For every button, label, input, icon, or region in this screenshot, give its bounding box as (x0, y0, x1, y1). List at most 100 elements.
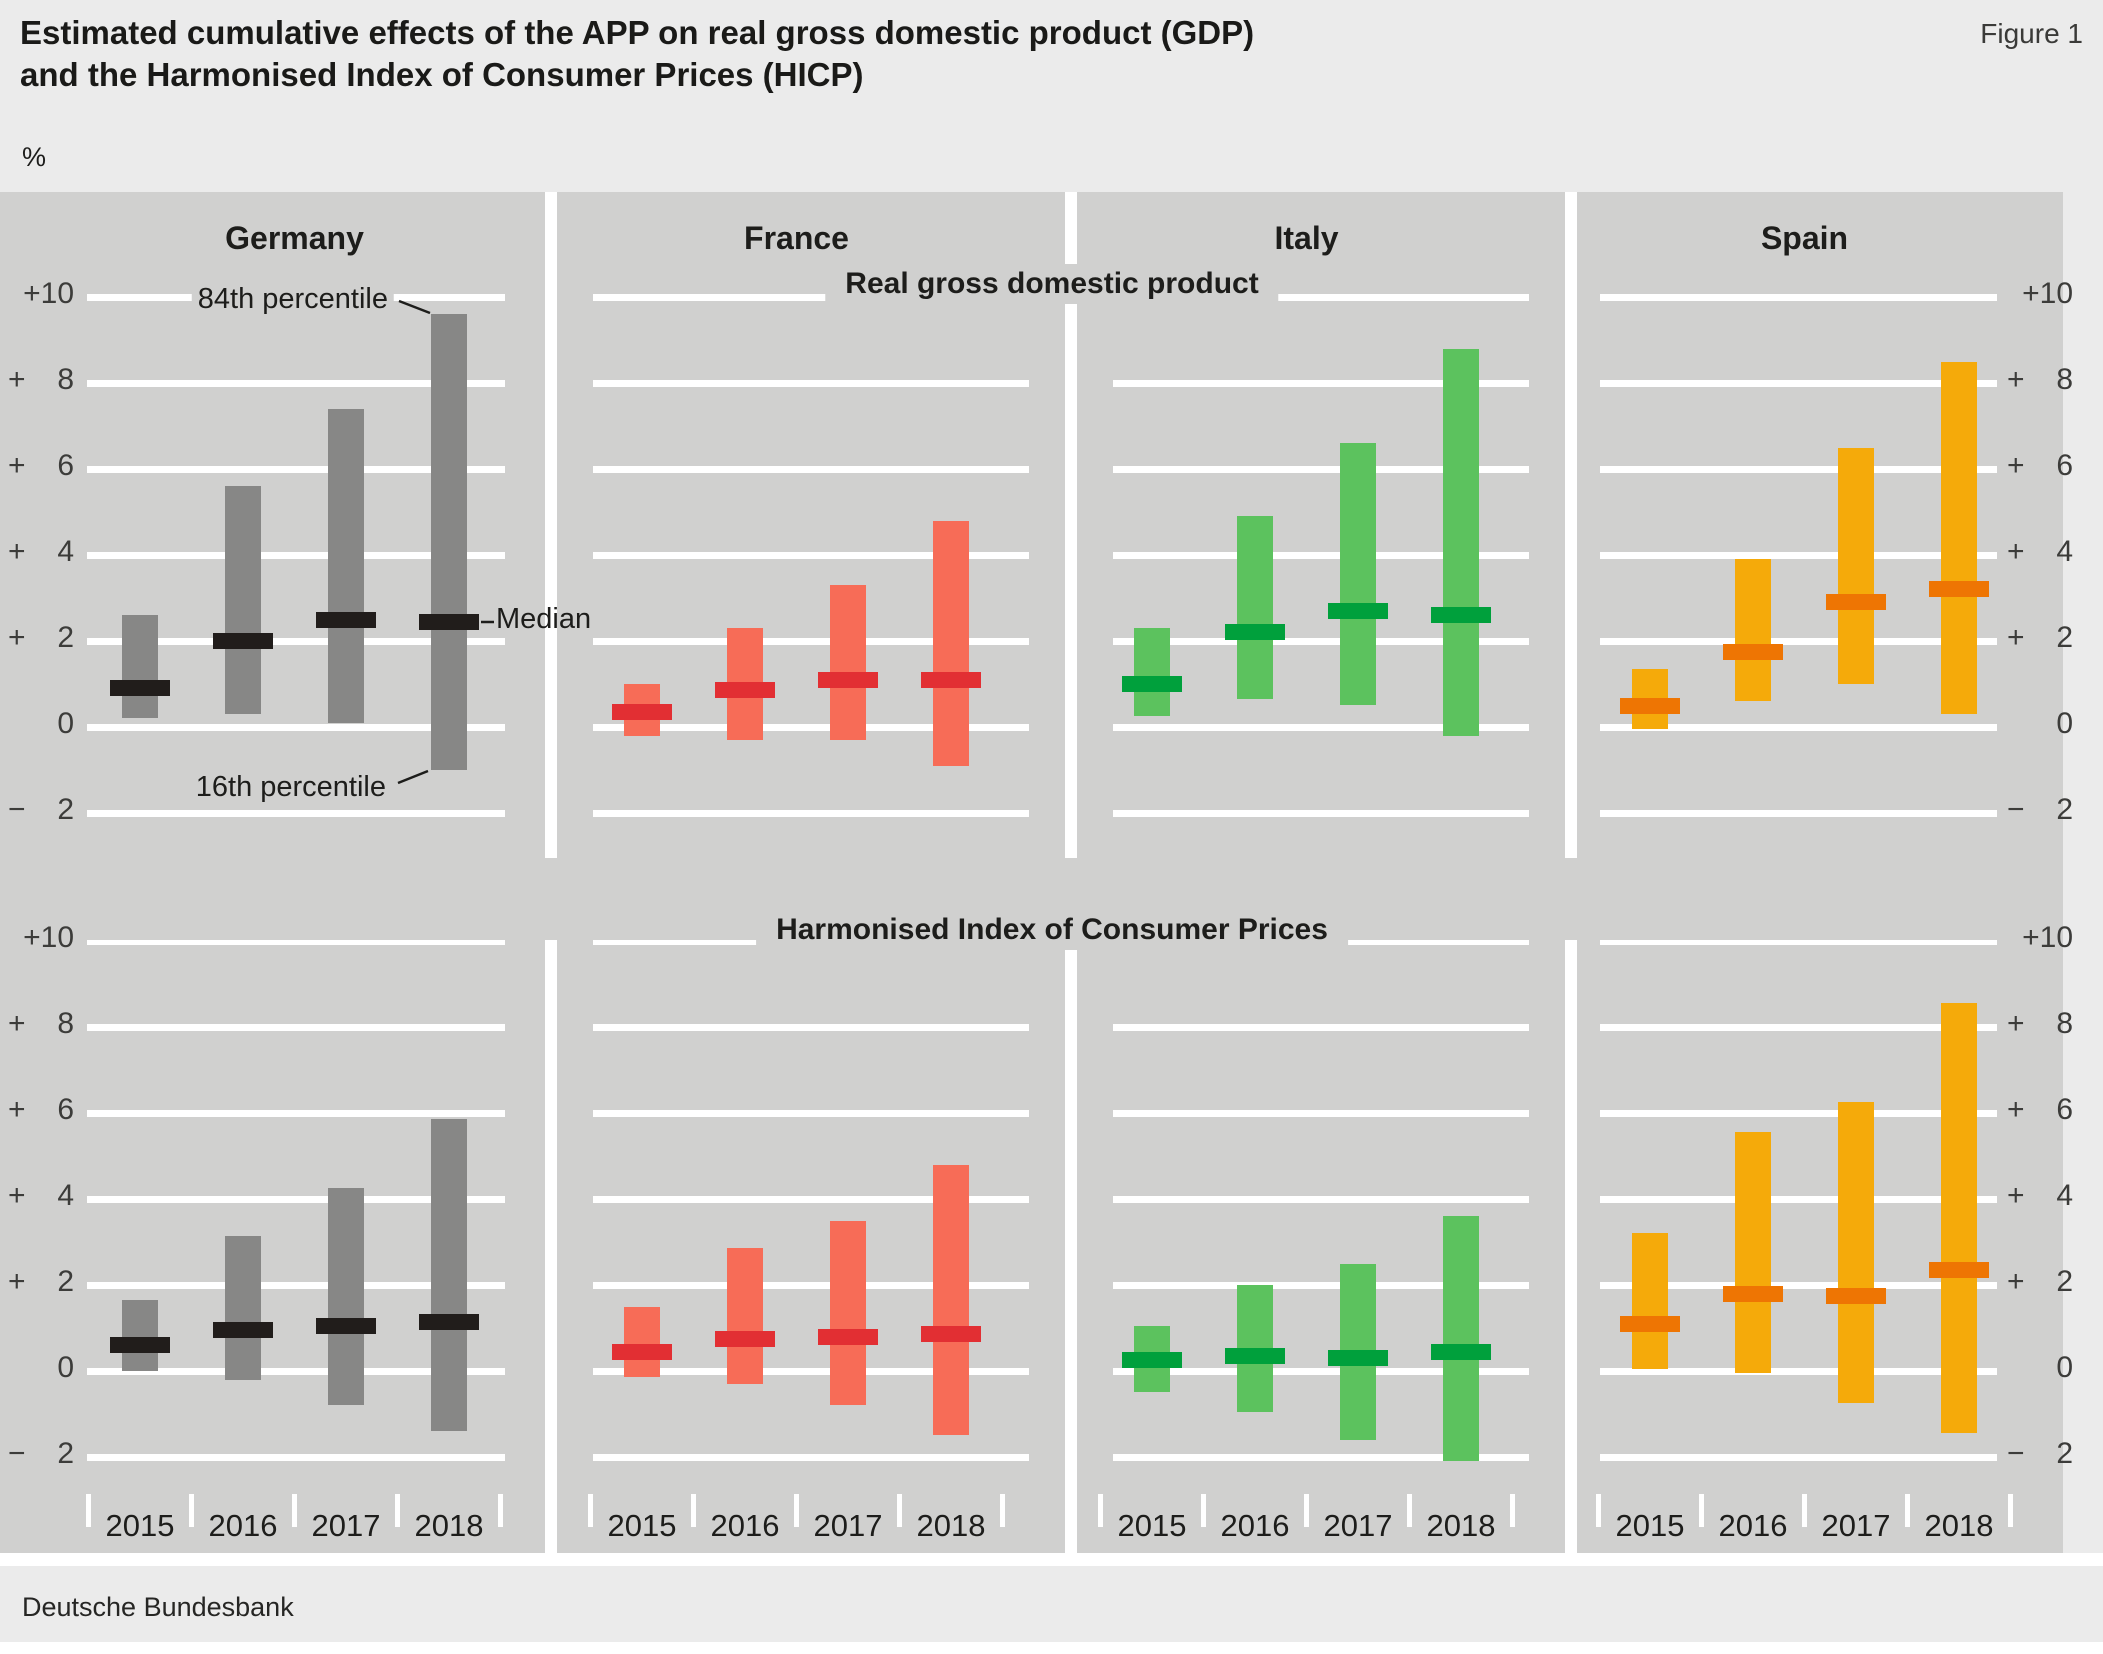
leader-line (397, 769, 429, 785)
axis-number: 2 (57, 1265, 74, 1298)
y-axis-label-left--2: −2 (8, 1437, 74, 1475)
y-axis-label-right-8: +8 (2007, 363, 2073, 401)
annotation-16th-percentile: 16th percentile (189, 769, 392, 806)
y-axis-label-left-10: +10 (8, 277, 74, 315)
y-axis-label-left--2: −2 (8, 793, 74, 831)
panel-title-italy: Italy (1274, 220, 1339, 256)
x-axis-label-2015: 2015 (1117, 1508, 1187, 1543)
axis-number: 0 (57, 1351, 74, 1384)
x-axis-tick (395, 1494, 400, 1527)
annotation-84th-percentile: 84th percentile (191, 281, 394, 318)
x-axis-tick (794, 1494, 799, 1527)
axis-number: 8 (2056, 363, 2073, 396)
axis-number: 8 (57, 1007, 74, 1040)
gridline-0 (1600, 1368, 1997, 1375)
y-axis-label-left-4: +4 (8, 1179, 74, 1217)
median-marker-france-2015 (612, 703, 672, 720)
axis-sign: + (8, 621, 26, 654)
axis-number: 4 (57, 1179, 74, 1212)
divider-strip-top (0, 1553, 2103, 1566)
axis-number: 6 (2056, 1093, 2073, 1126)
gridline-0 (1113, 1368, 1529, 1375)
range-bar-italy-2016 (1237, 516, 1273, 700)
median-marker-italy-2017 (1328, 1350, 1388, 1367)
gridline-0 (593, 1368, 1029, 1375)
gridline-10 (1600, 294, 1997, 301)
median-marker-italy-2015 (1122, 1352, 1182, 1369)
axis-sign: + (2007, 1093, 2025, 1126)
gridline-8 (593, 1024, 1029, 1031)
range-bar-france-2018 (933, 1164, 969, 1436)
median-marker-spain-2017 (1826, 1287, 1886, 1304)
median-marker-france-2016 (715, 682, 775, 699)
axis-sign: + (2007, 363, 2025, 396)
gridline-8 (1600, 380, 1997, 387)
gridline--2 (593, 810, 1029, 817)
x-axis-tick (1304, 1494, 1309, 1527)
median-marker-italy-2018 (1431, 607, 1491, 624)
gridline-8 (1600, 1024, 1997, 1031)
gridline-4 (1113, 1196, 1529, 1203)
axis-number: 6 (57, 449, 74, 482)
axis-sign: − (2007, 793, 2025, 826)
y-axis-label-left-0: 0 (8, 707, 74, 745)
range-bar-spain-2018 (1941, 361, 1977, 715)
gridline--2 (1600, 810, 1997, 817)
y-axis-label-left-0: 0 (8, 1351, 74, 1389)
y-axis-label-right-2: +2 (2007, 1265, 2073, 1303)
median-marker-germany-2016 (213, 1322, 273, 1339)
divider-strip-bottom (0, 1642, 2103, 1654)
panel-title-france: France (744, 220, 849, 256)
median-marker-spain-2018 (1929, 581, 1989, 598)
gridline--2 (1600, 1454, 1997, 1461)
panel-title-spain: Spain (1760, 220, 1849, 256)
axis-number: 0 (2056, 707, 2073, 740)
range-bar-italy-2017 (1340, 443, 1376, 706)
y-axis-label-left-2: +2 (8, 621, 74, 659)
gridline-6 (1113, 1110, 1529, 1117)
gridline-4 (1113, 552, 1529, 559)
x-axis-tick (1098, 1494, 1103, 1527)
range-bar-italy-2015 (1134, 628, 1170, 717)
x-axis-label-2016: 2016 (710, 1508, 780, 1543)
axis-number: 8 (2056, 1007, 2073, 1040)
y-axis-label-right-6: +6 (2007, 1093, 2073, 1131)
median-marker-germany-2017 (316, 611, 376, 628)
range-bar-france-2017 (830, 585, 866, 740)
gridline-6 (1600, 1110, 1997, 1117)
gridline-6 (1600, 466, 1997, 473)
y-axis-label-right-10: +10 (2007, 921, 2073, 959)
axis-number: +10 (23, 921, 74, 954)
gridline-4 (593, 1196, 1029, 1203)
range-bar-spain-2017 (1838, 1102, 1874, 1404)
y-axis-label-left-8: +8 (8, 1007, 74, 1045)
x-axis-tick (2008, 1494, 2013, 1527)
range-bar-france-2017 (830, 1220, 866, 1406)
range-bar-germany-2018 (431, 1119, 467, 1432)
gridline-6 (87, 1110, 505, 1117)
range-bar-spain-2016 (1735, 1132, 1771, 1374)
gridline-4 (593, 552, 1029, 559)
median-marker-france-2016 (715, 1330, 775, 1347)
gridline-2 (1600, 638, 1997, 645)
axis-number: 0 (2056, 1351, 2073, 1384)
x-axis-label-2015: 2015 (105, 1508, 175, 1543)
axis-number: +10 (2022, 277, 2073, 310)
range-bar-germany-2017 (328, 408, 364, 723)
leader-line (398, 299, 431, 315)
gridline-8 (1113, 380, 1529, 387)
range-bar-spain-2017 (1838, 447, 1874, 684)
axis-sign: + (8, 449, 26, 482)
figure-number: Figure 1 (1980, 18, 2083, 49)
y-axis-label-left-10: +10 (8, 921, 74, 959)
axis-sign: + (8, 1007, 26, 1040)
gridline-4 (1600, 552, 1997, 559)
y-axis-label-left-2: +2 (8, 1265, 74, 1303)
axis-number: 2 (57, 1437, 74, 1470)
median-marker-italy-2018 (1431, 1343, 1491, 1360)
range-bar-germany-2017 (328, 1188, 364, 1406)
x-axis-tick (86, 1494, 91, 1527)
median-marker-germany-2017 (316, 1317, 376, 1334)
axis-sign: − (8, 1437, 26, 1470)
